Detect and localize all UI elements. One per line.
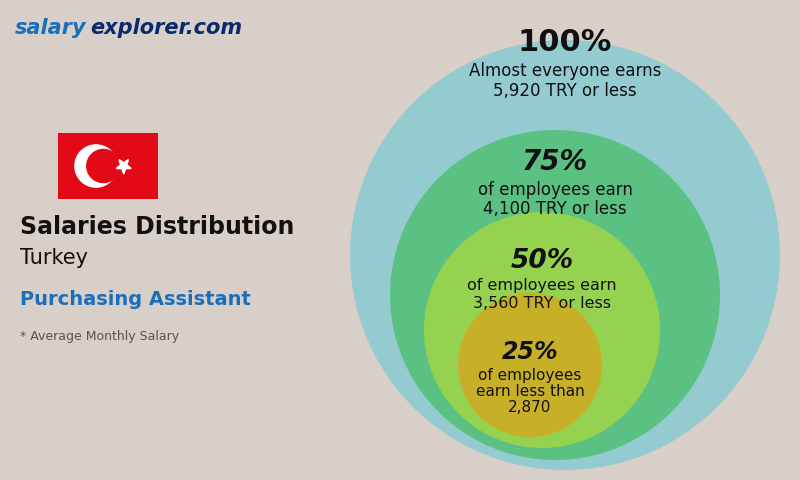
Text: salary: salary — [15, 18, 86, 38]
Text: 25%: 25% — [502, 340, 558, 364]
Circle shape — [424, 212, 660, 448]
Text: 50%: 50% — [510, 248, 574, 274]
Circle shape — [86, 149, 120, 182]
Text: 4,100 TRY or less: 4,100 TRY or less — [483, 200, 627, 218]
Text: Salaries Distribution: Salaries Distribution — [20, 215, 294, 239]
Text: * Average Monthly Salary: * Average Monthly Salary — [20, 330, 179, 343]
Text: explorer.com: explorer.com — [90, 18, 242, 38]
Text: 2,870: 2,870 — [508, 400, 552, 415]
Polygon shape — [116, 159, 131, 174]
Text: earn less than: earn less than — [476, 384, 584, 399]
Circle shape — [390, 130, 720, 460]
FancyBboxPatch shape — [58, 133, 158, 199]
Text: of employees earn: of employees earn — [467, 278, 617, 293]
Text: of employees: of employees — [478, 368, 582, 383]
Text: 100%: 100% — [518, 28, 612, 57]
Text: 75%: 75% — [522, 148, 588, 176]
Circle shape — [350, 40, 780, 470]
Text: 3,560 TRY or less: 3,560 TRY or less — [473, 296, 611, 311]
Circle shape — [75, 145, 117, 187]
Text: Turkey: Turkey — [20, 248, 88, 268]
Text: 5,920 TRY or less: 5,920 TRY or less — [493, 82, 637, 100]
Text: Almost everyone earns: Almost everyone earns — [469, 62, 661, 80]
Circle shape — [458, 293, 602, 437]
Text: of employees earn: of employees earn — [478, 181, 633, 199]
Text: Purchasing Assistant: Purchasing Assistant — [20, 290, 251, 309]
